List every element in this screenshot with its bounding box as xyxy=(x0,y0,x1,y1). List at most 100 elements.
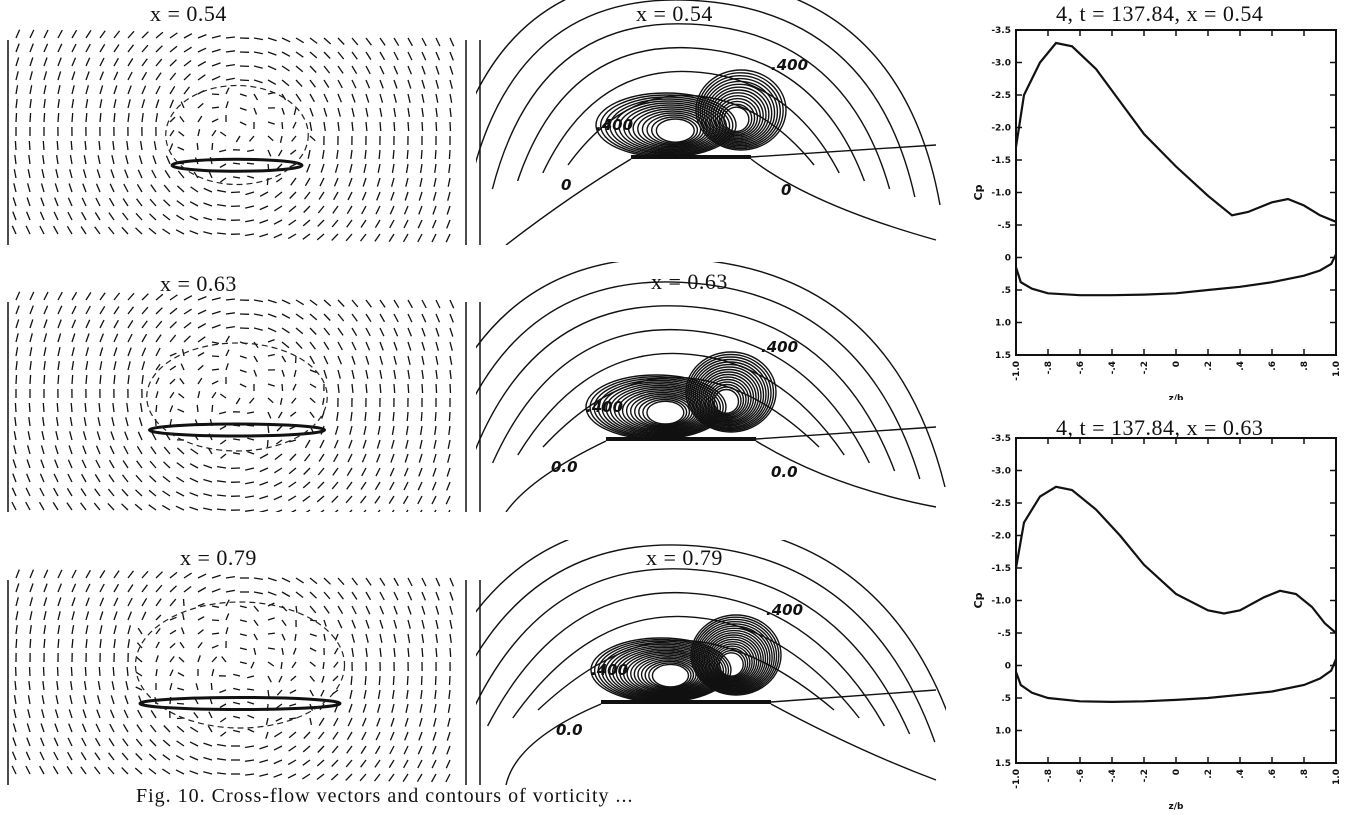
flow-vector xyxy=(155,347,161,357)
flow-vector xyxy=(337,619,343,629)
flow-vector xyxy=(331,495,339,503)
flow-vector xyxy=(267,425,270,434)
flow-vector xyxy=(274,453,283,461)
flow-vector xyxy=(98,403,101,413)
flow-vector xyxy=(85,292,92,301)
flow-vector xyxy=(40,723,45,733)
contour-line xyxy=(505,158,632,245)
wing-section xyxy=(601,700,771,704)
flow-vector xyxy=(365,369,369,379)
flow-vector xyxy=(141,584,148,593)
flow-vector xyxy=(351,93,356,103)
flow-vector xyxy=(70,681,73,691)
flow-vector xyxy=(169,629,177,635)
flow-vector xyxy=(275,703,283,709)
flow-vector xyxy=(43,361,46,371)
flow-vector xyxy=(309,121,313,132)
flow-vector xyxy=(197,573,207,579)
flow-vector xyxy=(14,681,17,691)
flow-vector xyxy=(253,65,263,69)
flow-vector xyxy=(225,335,230,343)
contour-line xyxy=(476,262,946,488)
flow-vector xyxy=(417,233,423,243)
flow-vector xyxy=(333,439,339,449)
flow-vector xyxy=(303,205,311,213)
flow-vector xyxy=(361,191,367,201)
flow-vector xyxy=(391,703,395,713)
flow-vector xyxy=(239,383,247,388)
flow-vector xyxy=(53,473,59,483)
flow-vector xyxy=(109,183,115,193)
flow-vector xyxy=(55,695,59,705)
flow-vector xyxy=(189,492,199,497)
contour-panel-3: .400.400 0.0 x = 0.79 xyxy=(476,540,946,785)
flow-vector xyxy=(97,155,101,165)
flow-vector xyxy=(233,701,241,705)
flow-vector xyxy=(376,703,381,713)
contour-line xyxy=(709,383,745,417)
flow-vector xyxy=(155,334,162,343)
contour-line xyxy=(713,388,740,414)
flow-vector xyxy=(421,121,424,132)
flow-vector xyxy=(55,169,59,179)
contour-line xyxy=(723,106,750,133)
flow-vector xyxy=(169,669,174,677)
flow-vector xyxy=(99,43,106,53)
flow-vector xyxy=(337,107,341,117)
flow-vector xyxy=(322,661,325,669)
flow-vector xyxy=(337,605,344,615)
flow-vector xyxy=(57,333,62,343)
flow-vector xyxy=(225,77,235,81)
flow-vector xyxy=(211,297,221,301)
flow-vector xyxy=(445,495,451,505)
flow-vector xyxy=(183,308,192,315)
flow-vector xyxy=(390,453,395,463)
contour-line xyxy=(703,632,764,687)
flow-vector xyxy=(407,37,413,47)
flow-vector xyxy=(449,369,452,379)
flow-vector xyxy=(407,383,410,394)
flow-vector xyxy=(225,575,236,579)
flow-vector xyxy=(211,75,221,81)
flow-vector xyxy=(333,191,339,201)
flow-vector xyxy=(245,219,255,223)
flow-vector xyxy=(420,411,423,422)
flow-vector xyxy=(111,155,115,165)
flow-vector xyxy=(176,185,185,193)
flow-vector xyxy=(203,187,213,193)
flow-vector xyxy=(162,213,171,221)
flow-vector xyxy=(403,759,409,769)
flow-vector xyxy=(404,731,409,741)
flow-vector xyxy=(148,227,157,235)
y-tick-label: -3.5 xyxy=(991,434,1011,444)
flow-vector xyxy=(176,725,185,733)
flow-vector xyxy=(449,647,452,658)
flow-vector xyxy=(197,629,204,635)
flow-vector xyxy=(336,149,339,159)
flow-vector xyxy=(12,197,17,207)
contour-line xyxy=(476,540,946,712)
flow-vector xyxy=(85,319,91,329)
contour-label: .400 xyxy=(771,56,808,74)
flow-vector xyxy=(113,361,117,371)
flow-vector xyxy=(421,619,425,629)
flow-vector xyxy=(449,383,452,394)
flow-vector xyxy=(54,183,59,193)
flow-vector xyxy=(449,577,455,587)
flow-vector xyxy=(57,112,60,123)
flow-vector xyxy=(421,37,427,47)
flow-vector xyxy=(446,467,451,477)
flow-vector xyxy=(253,107,258,115)
flow-vector xyxy=(197,602,205,607)
flow-vector xyxy=(274,191,283,199)
flow-vector xyxy=(435,107,438,117)
flow-vector xyxy=(141,375,144,385)
flow-vector xyxy=(136,724,143,733)
flow-vector xyxy=(388,233,395,242)
flow-vector xyxy=(406,689,409,699)
flow-vector xyxy=(177,170,185,179)
flow-vector xyxy=(323,577,331,585)
flow-vector xyxy=(67,459,73,469)
flow-vector xyxy=(337,299,345,307)
x-tick-label: -.4 xyxy=(1108,769,1118,782)
